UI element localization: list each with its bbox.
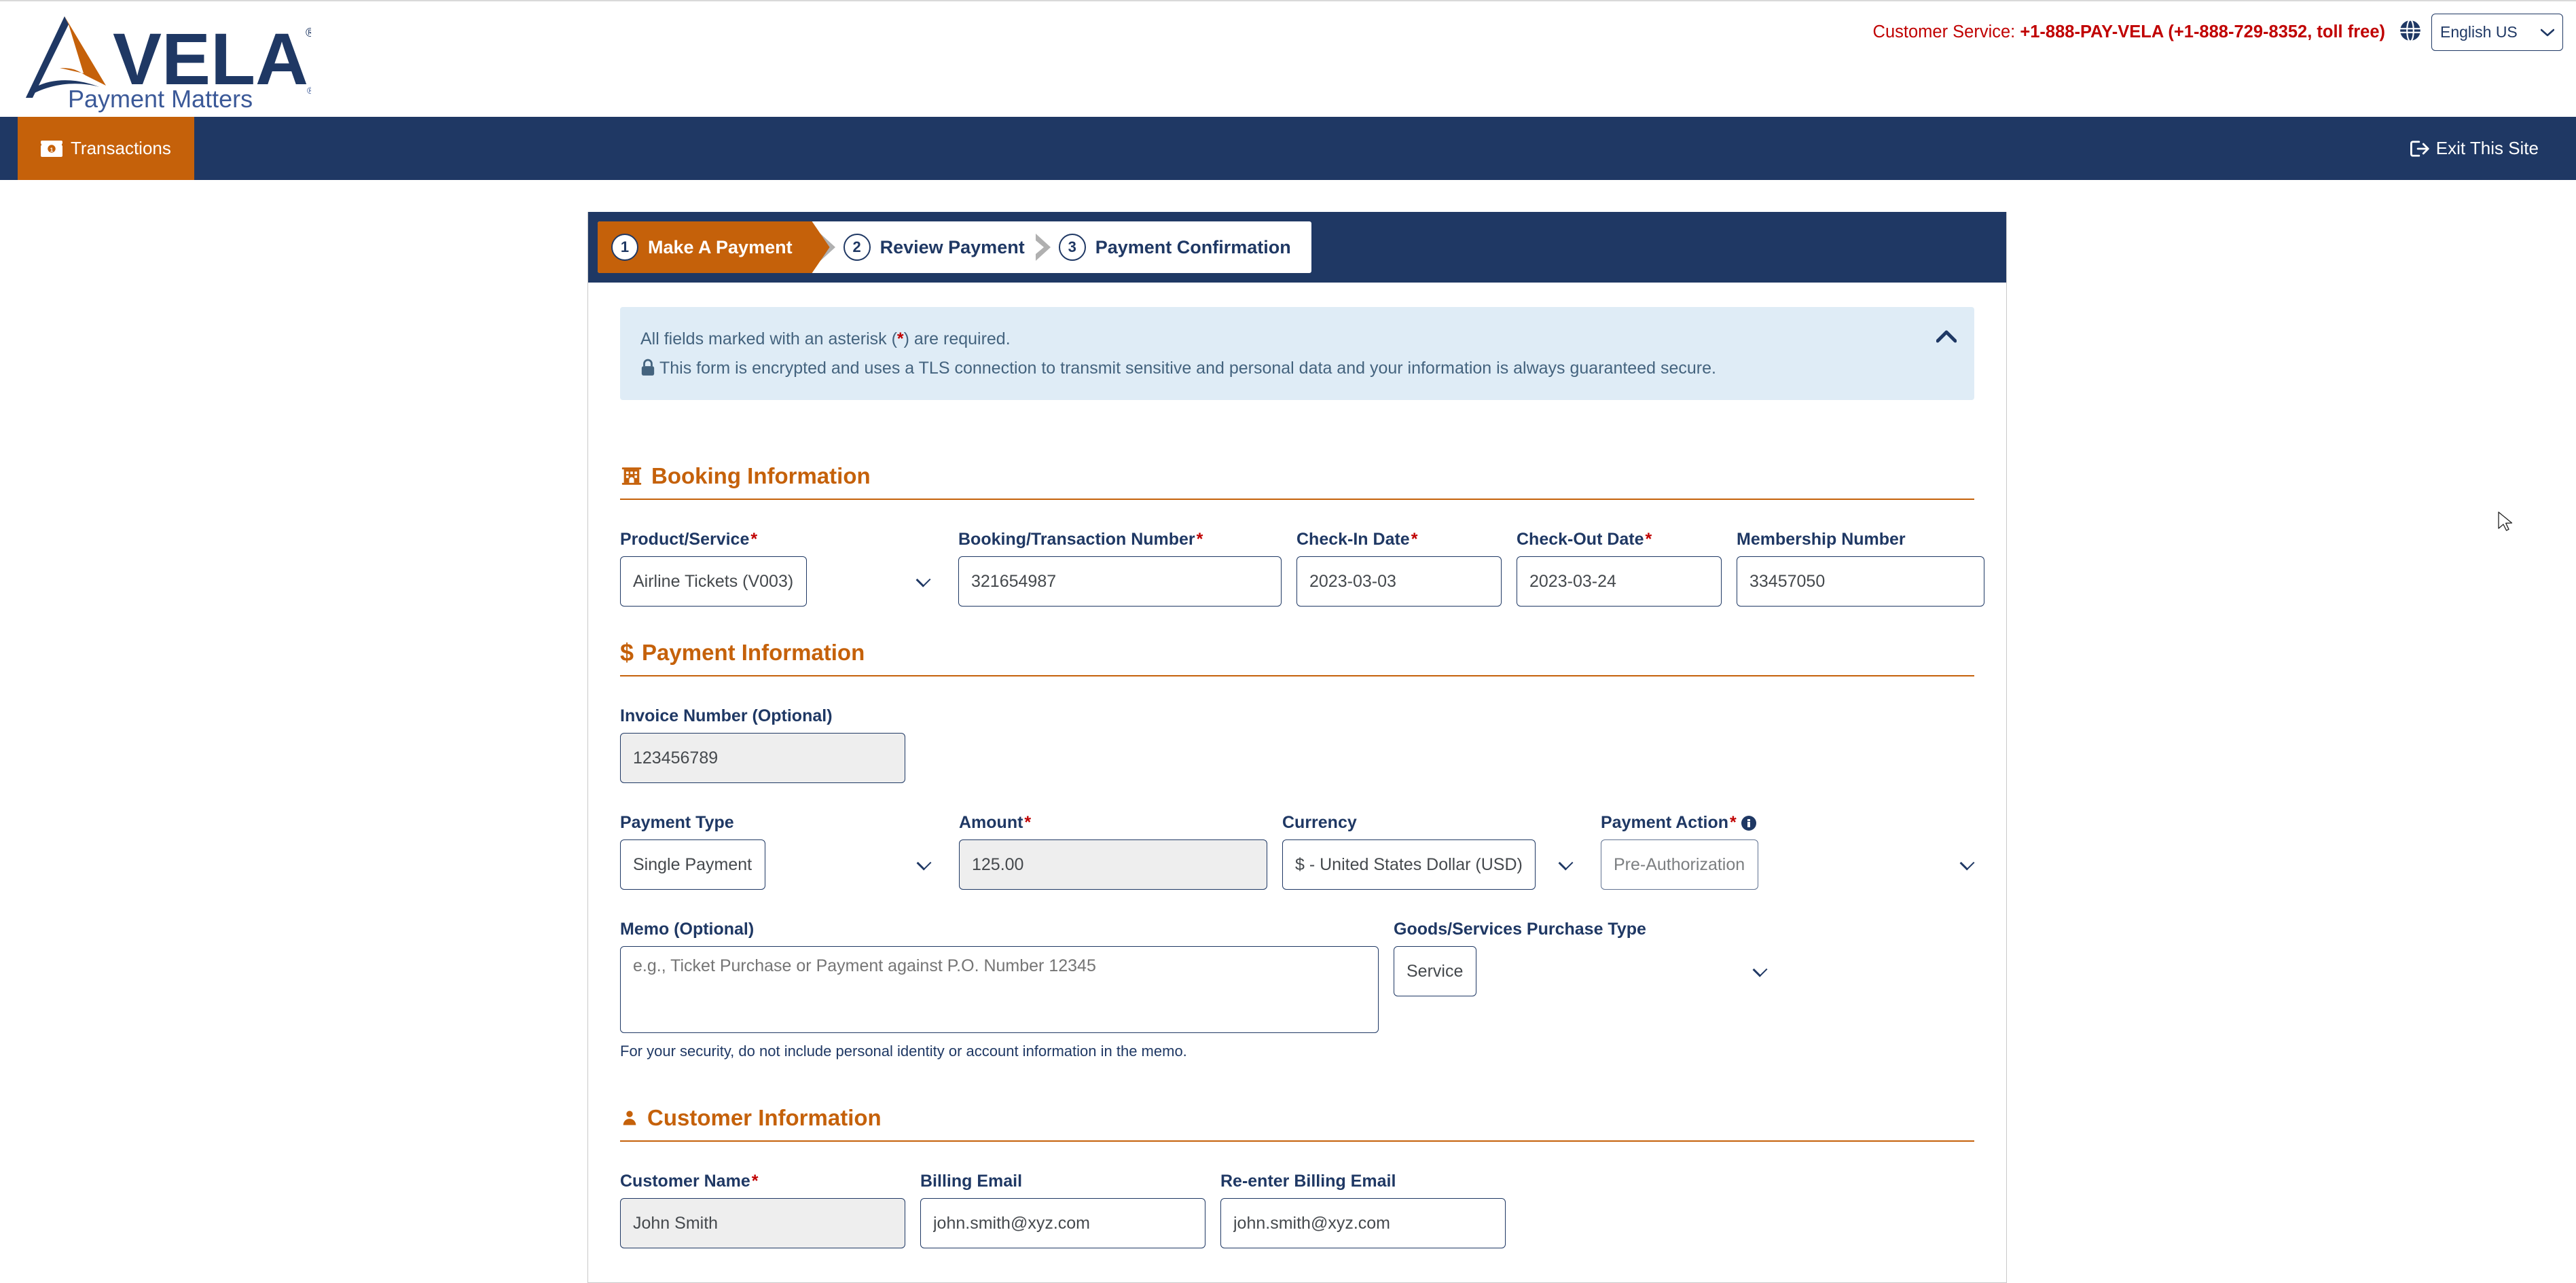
svg-text:®: ® [306, 26, 311, 39]
svg-text:1: 1 [50, 146, 54, 153]
svg-text:Payment Matters: Payment Matters [68, 85, 253, 113]
svg-text:®: ® [307, 85, 311, 96]
